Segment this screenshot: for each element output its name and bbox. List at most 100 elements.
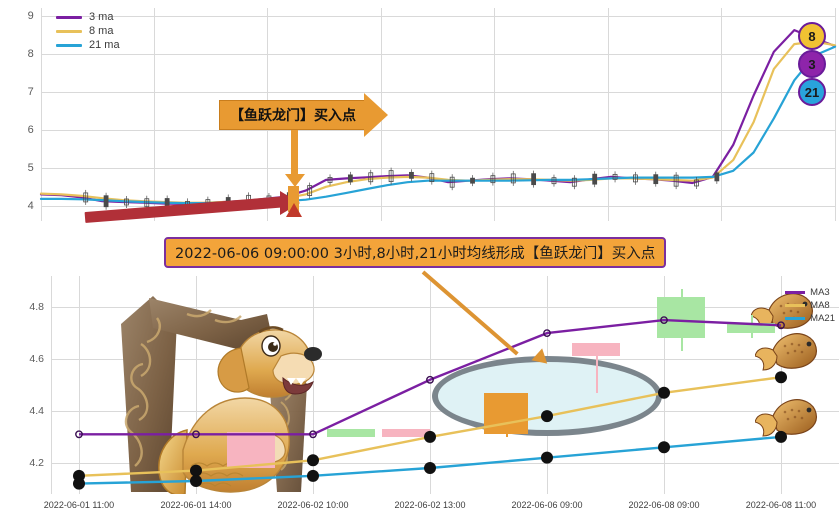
top-chart-legend: 3 ma 8 ma 21 ma [56, 10, 120, 52]
legend-label: MA3 [810, 287, 830, 298]
ma-data-point [426, 375, 434, 384]
gridline-vertical [196, 276, 197, 494]
legend-label: MA21 [810, 313, 835, 324]
gridline-horizontal [51, 359, 839, 361]
top-y-tick-label: 5 [27, 161, 34, 174]
buy-zone-highlight-ellipse [432, 356, 662, 436]
legend-item[interactable]: 21 ma [56, 38, 120, 52]
bottom-chart-plot-area: MA3 MA8 MA21 [51, 276, 839, 494]
buy-point-callout-label: 【鱼跃龙门】买入点 [230, 108, 356, 124]
top-chart-y-axis: 9 8 7 6 5 4 [0, 0, 34, 230]
bottom-x-tick-label: 2022-06-06 09:00 [511, 500, 583, 510]
gridline-vertical [313, 276, 314, 494]
ma-badge-8[interactable]: 8 [798, 22, 826, 50]
ma-data-point [777, 321, 785, 330]
ma-data-point [658, 441, 670, 454]
legend-item[interactable]: 8 ma [56, 24, 120, 38]
candle-body-buy[interactable] [484, 392, 528, 435]
gridline-vertical [153, 8, 155, 221]
leaping-carp-artwork-2 [755, 333, 817, 371]
ma-data-point [775, 371, 787, 384]
signal-banner-text: 2022-06-06 09:00:00 3小时,8小时,21小时均线形成【鱼跃龙… [175, 246, 656, 262]
top-chart-plot-area [39, 8, 837, 221]
top-y-tick-label: 8 [27, 47, 34, 60]
candle-body-down[interactable] [572, 343, 620, 357]
bottom-chart-series [73, 316, 787, 490]
buy-point-callout-arrowhead [364, 93, 388, 137]
ma-data-point [307, 469, 319, 482]
ma-data-point [75, 430, 83, 439]
ma-data-point [660, 316, 668, 325]
bottom-chart: 4.8 4.6 4.4 4.2 [0, 272, 839, 520]
bottom-x-tick-label: 2022-06-08 11:00 [745, 500, 817, 510]
candle-body-down[interactable] [382, 429, 430, 438]
bottom-y-tick-label: 4.8 [29, 301, 44, 314]
candle-wick [596, 343, 598, 393]
legend-swatch-icon [56, 43, 82, 47]
gridline-vertical [835, 8, 836, 221]
gridline-horizontal [41, 205, 835, 207]
gridline-horizontal [41, 129, 835, 131]
bottom-x-tick-label: 2022-06-01 14:00 [160, 500, 232, 510]
gridline-horizontal [51, 462, 839, 464]
ma-data-point [775, 430, 787, 443]
bottom-y-tick-label: 4.2 [29, 456, 44, 469]
top-y-tick-label: 6 [27, 123, 34, 136]
ma-badge-21[interactable]: 21 [798, 78, 826, 106]
candle-body-up[interactable] [727, 322, 775, 334]
legend-label: 21 ma [89, 39, 120, 51]
legend-item[interactable]: MA8 [785, 299, 835, 312]
bottom-x-tick-label: 2022-06-02 13:00 [394, 500, 466, 510]
legend-item[interactable]: MA21 [785, 312, 835, 325]
gridline-vertical [430, 276, 431, 494]
ma-data-point [307, 454, 319, 467]
ma-line-21-ma [39, 45, 837, 205]
ma-data-point [309, 430, 317, 439]
ma-data-point [190, 475, 202, 488]
buy-point-callout-body: 【鱼跃龙门】买入点 [219, 100, 365, 130]
ma-badge-3[interactable]: 3 [798, 50, 826, 78]
ma-line-MA8 [78, 376, 782, 477]
gridline-horizontal [41, 167, 835, 169]
bottom-chart-x-axis: 2022-06-01 11:00 2022-06-01 14:00 2022-06-… [44, 500, 839, 518]
top-y-tick-label: 9 [27, 9, 34, 22]
bottom-chart-legend: MA3 MA8 MA21 [785, 286, 835, 325]
gridline-vertical [494, 8, 496, 221]
legend-swatch-icon [56, 15, 82, 19]
ma-data-point [541, 410, 553, 423]
gridline-vertical [41, 8, 42, 221]
buy-point-callout-stem [291, 123, 298, 175]
bottom-x-tick-label: 2022-06-01 11:00 [43, 500, 115, 510]
ma-line-MA21 [78, 435, 782, 485]
top-chart-series [39, 29, 837, 212]
legend-item[interactable]: MA3 [785, 286, 835, 299]
legend-item[interactable]: 3 ma [56, 10, 120, 24]
ma-data-point [658, 386, 670, 399]
dragon-gate-artwork [121, 296, 322, 494]
legend-label: MA8 [810, 300, 830, 311]
legend-swatch-icon [785, 317, 806, 320]
ma-line-MA3 [79, 318, 782, 436]
gridline-vertical [781, 276, 782, 494]
ma-data-point [190, 464, 202, 477]
bottom-y-tick-label: 4.6 [29, 353, 44, 366]
ma-data-point [541, 451, 553, 464]
bottom-x-tick-label: 2022-06-08 09:00 [628, 500, 700, 510]
gridline-horizontal [41, 53, 835, 55]
ma-data-point [424, 430, 436, 443]
signal-banner[interactable]: 2022-06-06 09:00:00 3小时,8小时,21小时均线形成【鱼跃龙… [164, 237, 667, 268]
candle-body-up[interactable] [327, 429, 375, 438]
ma-data-point [192, 430, 200, 439]
bottom-chart-y-axis: 4.8 4.6 4.4 4.2 [0, 272, 44, 494]
candle-body-down[interactable] [227, 431, 275, 469]
bottom-x-tick-label: 2022-06-02 10:00 [277, 500, 349, 510]
legend-swatch-icon [785, 291, 806, 294]
legend-swatch-icon [785, 304, 806, 307]
buy-marker-box [288, 186, 299, 212]
top-y-tick-label: 4 [27, 199, 34, 212]
legend-swatch-icon [56, 29, 82, 33]
legend-label: 8 ma [89, 25, 114, 37]
gridline-vertical [664, 276, 665, 494]
top-y-tick-label: 7 [27, 85, 34, 98]
